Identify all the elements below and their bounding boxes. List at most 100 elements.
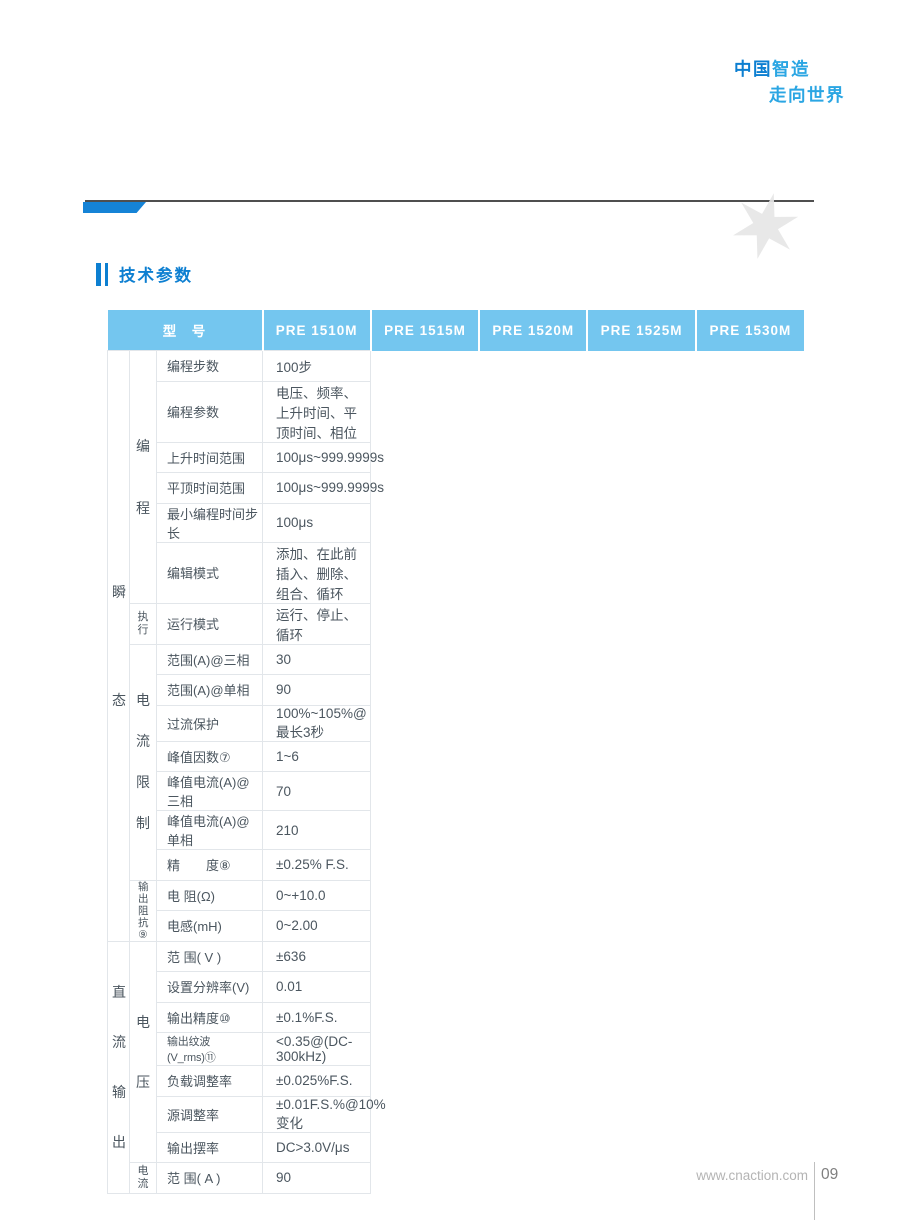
spec-value: 210 [262,810,372,850]
spec-value: 0.01 [262,971,372,1003]
group-label-dc-output: 直流输出 [107,940,130,1194]
header-model-2: PRE 1520M [478,310,588,351]
header-rule-line [85,200,814,202]
spec-row: 过流保护 100%~105%@最长3秒 [108,704,805,742]
spec-table: 型 号 PRE 1510M PRE 1515M PRE 1520M PRE 15… [107,310,804,1194]
spec-value: 添加、在此前插入、删除、组合、循环 [262,541,372,604]
spec-row: 直流输出 电压 范 围( V ) ±636 [107,940,805,1194]
spec-label: 范围(A)@单相 [155,674,264,706]
spec-label: 运行模式 [155,602,264,645]
spec-value: DC>3.0V/μs [262,1131,372,1163]
spec-value: 电压、频率、上升时间、平顶时间、相位 [262,380,372,443]
footer-page-number: 09 [821,1166,839,1183]
spec-value: 30 [262,643,372,675]
spec-row: 编程参数 电压、频率、上升时间、平顶时间、相位 [108,380,805,443]
spec-row: 峰值电流(A)@三相 70 [108,771,805,811]
spec-row: 输出阻抗⑨ 电 阻(Ω) 0~+10.0 [108,879,805,942]
spec-label: 最小编程时间步长 [155,502,264,543]
spec-value: 90 [262,1162,372,1194]
spec-label: 过流保护 [155,704,264,742]
spec-row: 峰值电流(A)@单相 210 [108,810,805,850]
spec-value: ±0.025%F.S. [262,1065,372,1097]
spec-label: 编程参数 [155,380,264,443]
spec-row: 输出纹波(V_rms)⑪ <0.35@(DC-300kHz) [108,1032,805,1066]
spec-row: 上升时间范围 100μs~999.9999s [108,441,805,473]
header-model-1: PRE 1515M [369,310,480,351]
spec-label: 电 阻(Ω) [155,879,264,911]
spec-value: 100μs~999.9999s [262,441,384,473]
spec-label: 源调整率 [155,1095,264,1133]
spec-label: 范 围( A ) [155,1162,264,1194]
spec-row: 源调整率 ±0.01F.S.%@10%变化 [108,1095,805,1133]
group-label-programming: 编程 [129,350,157,604]
header-model-4: PRE 1530M [694,310,804,351]
spec-label: 精 度⑧ [155,849,264,881]
spec-row: 最小编程时间步长 100μs [108,502,805,543]
group-label-current-limit: 电流限制 [129,643,157,881]
header-model-label: 型 号 [107,310,263,351]
spec-row: 设置分辨率(V) 0.01 [108,971,805,1003]
spec-value: ±0.1%F.S. [262,1001,372,1033]
spec-row: 输出精度⑩ ±0.1%F.S. [108,1001,805,1033]
footer-divider [814,1162,815,1220]
spec-value: 100步 [262,350,372,382]
spec-value: ±0.25% F.S. [262,849,372,881]
spec-row: 电感(mH) 0~2.00 [108,910,805,942]
spec-row: 瞬态 编程 编程步数 100步 [107,350,805,942]
section-title: 技术参数 [96,262,193,286]
spec-label: 上升时间范围 [155,441,264,473]
spec-label: 输出纹波(V_rms)⑪ [155,1032,264,1066]
title-bar-thin [105,262,108,286]
spec-label: 峰值因数⑦ [155,740,264,772]
spec-row: 输出摆率 DC>3.0V/μs [108,1131,805,1163]
spec-label: 电感(mH) [155,910,264,942]
brand-line-1: 中国智造 [734,56,845,82]
spec-label: 编程步数 [155,350,264,382]
spec-row: 范围(A)@单相 90 [108,674,805,706]
brand-line1-dark: 中国 [734,59,772,79]
spec-label: 峰值电流(A)@单相 [155,810,264,850]
spec-value: 100μs [262,502,372,543]
brand-slogan: 中国智造 走向世界 [734,56,845,108]
spec-label: 设置分辨率(V) [155,971,264,1003]
page-title: 技术参数 [119,267,193,285]
spec-value: 0~2.00 [262,910,372,942]
title-bar-thick [96,262,101,286]
spec-label: 负载调整率 [155,1065,264,1097]
table-header-row: 型 号 PRE 1510M PRE 1515M PRE 1520M PRE 15… [107,310,804,351]
spec-row: 平顶时间范围 100μs~999.9999s [108,472,805,504]
spec-row: 负载调整率 ±0.025%F.S. [108,1065,805,1097]
spec-value: 100%~105%@最长3秒 [262,704,372,742]
spec-value: 0~+10.0 [262,879,372,911]
spec-row: 执行 运行模式 运行、停止、循环 [108,602,805,645]
spec-label: 峰值电流(A)@三相 [155,771,264,811]
header-model-0: PRE 1510M [261,310,371,351]
spec-row: 精 度⑧ ±0.25% F.S. [108,849,805,881]
spec-label: 输出摆率 [155,1131,264,1163]
spec-value: 100μs~999.9999s [262,472,384,504]
spec-value: 1~6 [262,740,372,772]
spec-label: 输出精度⑩ [155,1001,264,1033]
brand-line-2: 走向世界 [769,85,845,105]
spec-row: 编辑模式 添加、在此前插入、删除、组合、循环 [108,541,805,604]
footer-url: www.cnaction.com [696,1168,808,1183]
spec-row: 电流 范 围( A ) 90 [108,1162,805,1194]
spec-value: 运行、停止、循环 [262,602,372,645]
spec-label: 编辑模式 [155,541,264,604]
spec-value: ±0.01F.S.%@10%变化 [262,1095,386,1133]
group-label-transient: 瞬态 [107,350,130,942]
spec-label: 范围(A)@三相 [155,643,264,675]
header-blue-chip [83,202,146,213]
spec-row: 峰值因数⑦ 1~6 [108,740,805,772]
logo-watermark-icon [721,182,809,274]
group-label-output-impedance: 输出阻抗⑨ [129,879,157,942]
header-model-3: PRE 1525M [586,310,696,351]
brand-line1-light: 智造 [772,59,810,79]
spec-value: ±636 [262,940,372,972]
spec-value: 70 [262,771,372,811]
spec-label: 平顶时间范围 [155,472,264,504]
group-label-execution: 执行 [129,602,157,645]
spec-row: 电流限制 范围(A)@三相 30 [108,643,805,881]
group-label-current: 电流 [129,1162,157,1194]
